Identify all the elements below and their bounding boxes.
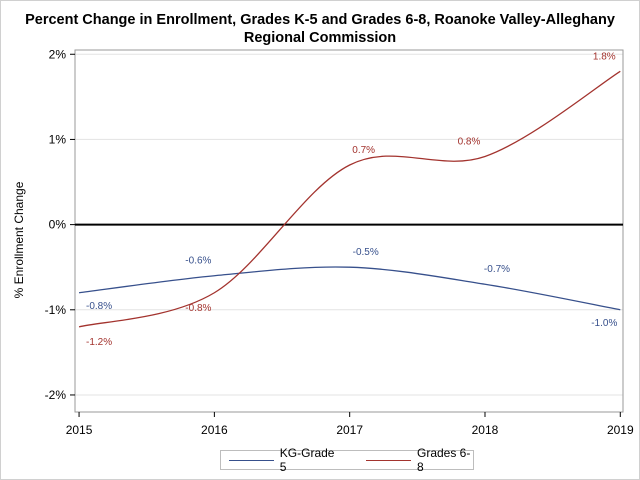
- plot-area-border: [74, 49, 624, 413]
- data-labels: -0.8% -0.6% -0.5% -0.7% -1.0% -1.2% -0.8% 0.7% 0…: [86, 51, 617, 348]
- x-tick-label: 2019: [607, 423, 634, 437]
- legend-swatch-kg-grade-5: [229, 459, 274, 461]
- chart-title-line1: Percent Change in Enrollment, Grades K-5…: [25, 12, 615, 28]
- series-lines: [78, 70, 621, 328]
- legend-item-grades-6-8: Grades 6-8: [366, 446, 473, 474]
- data-label: -0.8%: [86, 301, 112, 312]
- x-tick-label: 2018: [472, 423, 499, 437]
- legend: KG-Grade 5 Grades 6-8: [220, 446, 474, 474]
- x-tick-label: 2017: [336, 423, 363, 437]
- data-label: -1.2%: [86, 337, 112, 348]
- data-label: -0.6%: [185, 256, 211, 267]
- chart-title: Percent Change in Enrollment, Grades K-5…: [0, 11, 640, 47]
- y-axis-label: % Enrollment Change: [12, 181, 26, 298]
- chart-title-line2: Regional Commission: [243, 30, 397, 46]
- data-label: 0.8%: [458, 136, 481, 147]
- data-label: -0.7%: [484, 264, 510, 275]
- y-tick-label: 2%: [49, 47, 67, 61]
- series-line-kg-grade-5: [78, 266, 621, 311]
- legend-swatch-grades-6-8: [366, 459, 411, 461]
- axis-ticks: 2% 1% 0% -1% -2% 2015 2016 2017 2018 2019: [45, 47, 634, 437]
- data-label: -0.5%: [353, 247, 379, 258]
- x-tick-label: 2016: [201, 423, 228, 437]
- legend-label-kg-grade-5: KG-Grade 5: [279, 446, 335, 474]
- legend-label-grades-6-8: Grades 6-8: [416, 446, 471, 474]
- data-label: -0.8%: [185, 303, 211, 314]
- data-label: 1.8%: [593, 51, 616, 62]
- data-label: 0.7%: [352, 145, 375, 156]
- y-tick-label: 0%: [49, 218, 67, 232]
- data-label: -1.0%: [591, 318, 617, 329]
- y-tick-label: -1%: [45, 303, 67, 317]
- legend-item-kg-grade-5: KG-Grade 5: [229, 446, 340, 474]
- series-line-grades-6-8: [78, 70, 621, 328]
- grid-lines: [75, 53, 623, 396]
- y-tick-label: 1%: [49, 132, 67, 146]
- y-tick-label: -2%: [45, 388, 67, 402]
- x-tick-label: 2015: [66, 423, 93, 437]
